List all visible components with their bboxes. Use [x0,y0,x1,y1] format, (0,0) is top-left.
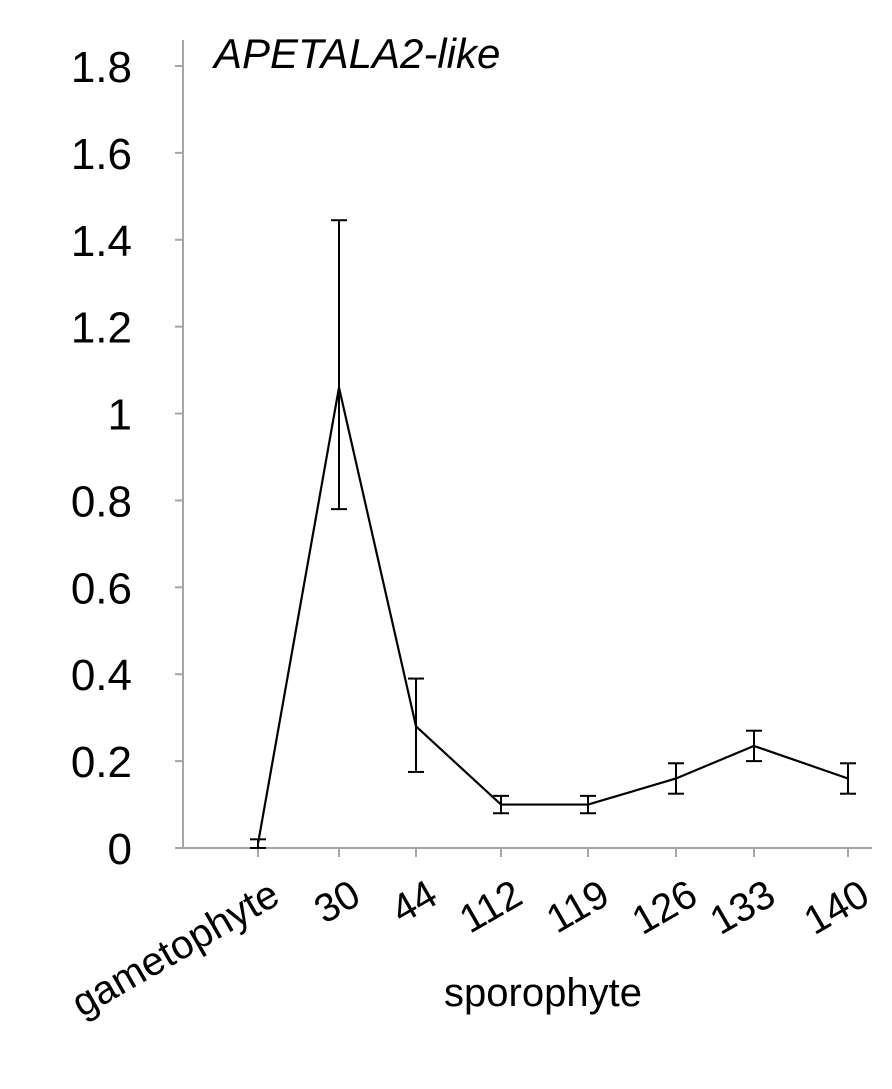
x-axis-label: sporophyte [444,971,642,1015]
x-tick-label: 44 [384,872,445,932]
series-layer [250,219,856,849]
y-tick-label: 0.2 [71,738,132,787]
y-tick-label: 1.8 [71,43,132,92]
y-axis: 0 0.2 0.4 0.6 0.8 1 1.2 1.4 1.6 1.8 [71,40,184,874]
x-tick-label: 140 [797,872,877,943]
series-line [256,387,849,844]
x-tick-label: 112 [452,872,529,942]
y-tick-label: 0.4 [71,651,132,700]
x-tick-label: gametophyte [64,872,286,1026]
chart-title: APETALA2-like [211,30,500,77]
y-tick-label: 1.6 [71,130,132,179]
y-tick-label: 1.2 [71,304,132,353]
x-tick-label: 30 [307,872,368,932]
x-tick-label: 133 [703,872,783,943]
y-tick-label: 0.6 [71,564,132,613]
error-bar [408,677,424,773]
x-tick-label: 126 [625,872,705,943]
y-tick-label: 0 [108,825,132,874]
y-tick-label: 1 [108,391,132,440]
error-bar [331,219,347,511]
y-tick-label: 1.4 [71,217,132,266]
x-tick-label: 119 [539,872,616,942]
y-tick-label: 0.8 [71,477,132,526]
